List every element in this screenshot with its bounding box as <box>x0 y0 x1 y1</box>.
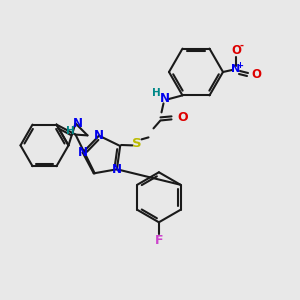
Text: N: N <box>73 117 82 130</box>
Text: N: N <box>160 92 170 105</box>
Text: O: O <box>231 44 241 56</box>
Text: N: N <box>112 163 122 176</box>
Text: H: H <box>66 126 75 136</box>
Text: N: N <box>94 129 104 142</box>
Text: H: H <box>152 88 161 98</box>
Text: S: S <box>132 137 141 150</box>
Text: N: N <box>231 64 241 74</box>
Text: F: F <box>154 234 163 247</box>
Text: O: O <box>251 68 261 80</box>
Text: +: + <box>236 61 244 70</box>
Text: N: N <box>78 146 88 159</box>
Text: O: O <box>177 111 188 124</box>
Text: -: - <box>239 41 243 51</box>
